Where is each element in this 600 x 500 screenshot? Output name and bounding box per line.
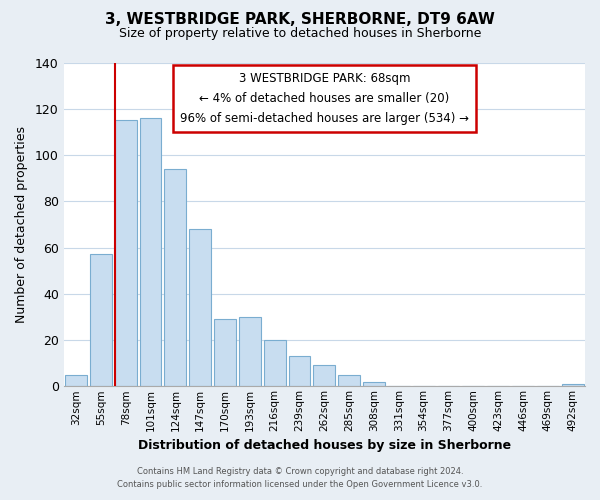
Text: 3, WESTBRIDGE PARK, SHERBORNE, DT9 6AW: 3, WESTBRIDGE PARK, SHERBORNE, DT9 6AW (105, 12, 495, 28)
Bar (164, 169, 187, 386)
Bar (313, 366, 335, 386)
Bar (562, 384, 584, 386)
Bar (264, 340, 286, 386)
Bar (115, 120, 137, 386)
X-axis label: Distribution of detached houses by size in Sherborne: Distribution of detached houses by size … (138, 440, 511, 452)
Bar (140, 118, 161, 386)
Bar (65, 374, 87, 386)
Bar (289, 356, 310, 386)
Bar (239, 317, 261, 386)
Bar (90, 254, 112, 386)
Text: Contains HM Land Registry data © Crown copyright and database right 2024.
Contai: Contains HM Land Registry data © Crown c… (118, 468, 482, 489)
Text: Size of property relative to detached houses in Sherborne: Size of property relative to detached ho… (119, 28, 481, 40)
Bar (189, 229, 211, 386)
Bar (214, 319, 236, 386)
Bar (338, 374, 360, 386)
Bar (363, 382, 385, 386)
Text: 3 WESTBRIDGE PARK: 68sqm
← 4% of detached houses are smaller (20)
96% of semi-de: 3 WESTBRIDGE PARK: 68sqm ← 4% of detache… (180, 72, 469, 125)
Y-axis label: Number of detached properties: Number of detached properties (15, 126, 28, 323)
